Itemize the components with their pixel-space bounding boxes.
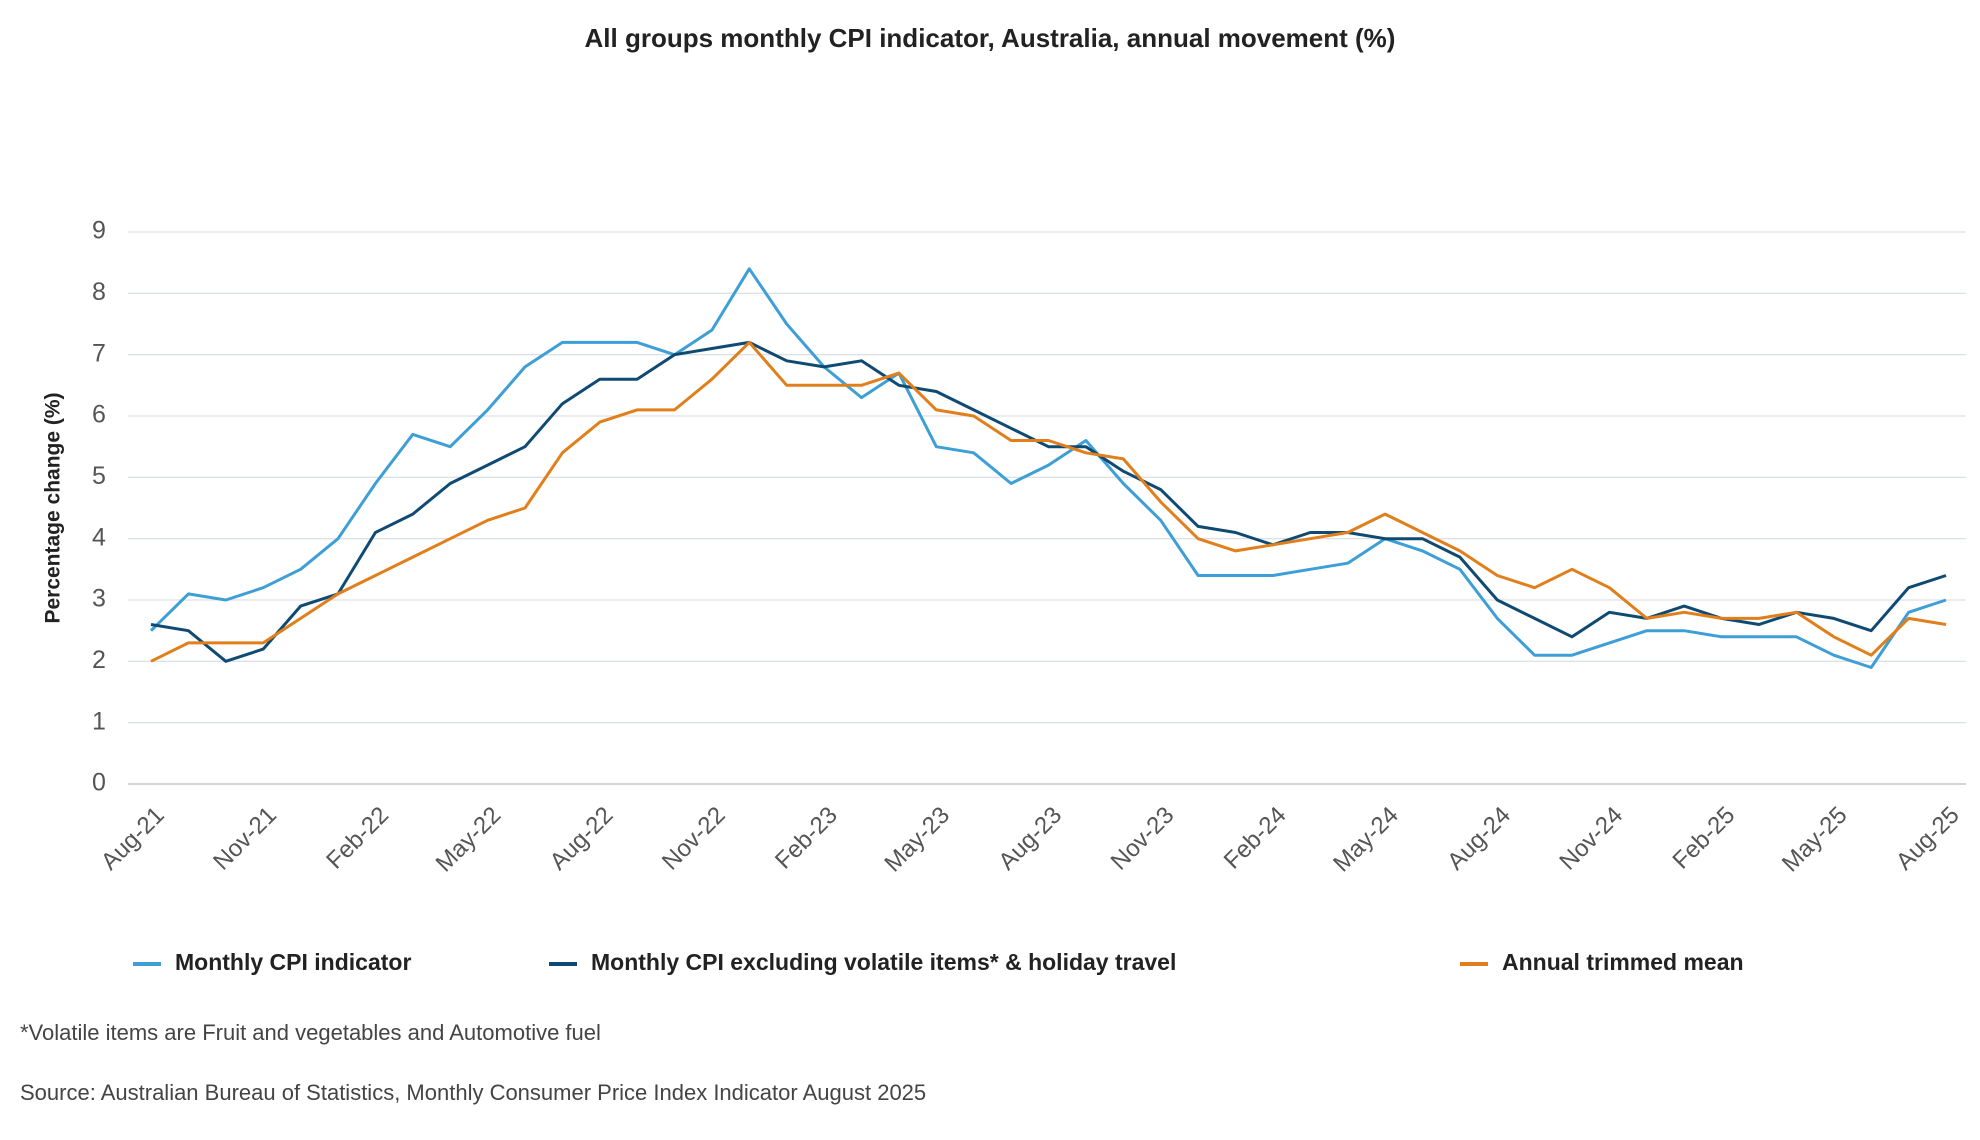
x-tick-label: May-23	[879, 802, 955, 878]
x-tick-label: Feb-24	[1219, 802, 1292, 875]
x-tick-label: May-22	[431, 802, 507, 878]
x-tick-label: Nov-23	[1106, 802, 1180, 876]
x-tick-label: Aug-22	[545, 802, 619, 876]
x-tick-label: Aug-24	[1442, 802, 1516, 876]
x-tick-label: Nov-24	[1554, 802, 1628, 876]
legend-label: Monthly CPI excluding volatile items* & …	[591, 949, 1176, 975]
series-line	[149, 267, 1947, 669]
x-tick-label: Aug-25	[1891, 802, 1965, 876]
x-tick-label: May-24	[1328, 802, 1404, 878]
x-tick-label: Aug-23	[993, 802, 1067, 876]
series-line	[150, 340, 1947, 663]
y-tick-label: 2	[92, 646, 106, 674]
x-tick-label: Feb-25	[1667, 802, 1740, 875]
x-tick-label: Nov-21	[208, 802, 282, 876]
y-tick-label: 7	[92, 339, 106, 367]
legend-label: Monthly CPI indicator	[175, 949, 411, 975]
y-tick-label: 5	[92, 462, 106, 490]
y-tick-label: 1	[92, 707, 106, 735]
y-tick-label: 9	[92, 217, 106, 245]
source: Source: Australian Bureau of Statistics,…	[20, 1080, 926, 1105]
y-tick-label: 3	[92, 585, 106, 613]
y-tick-label: 8	[92, 278, 106, 306]
y-tick-label: 4	[92, 523, 106, 551]
x-tick-label: Feb-22	[321, 802, 394, 875]
chart-title: All groups monthly CPI indicator, Austra…	[585, 23, 1396, 53]
y-tick-label: 6	[92, 401, 106, 429]
x-tick-label: Feb-23	[770, 802, 843, 875]
footnote: *Volatile items are Fruit and vegetables…	[20, 1020, 601, 1045]
x-tick-label: May-25	[1777, 802, 1853, 878]
y-tick-label: 0	[92, 769, 106, 797]
x-tick-label: Aug-21	[96, 802, 170, 876]
x-tick-label: Nov-22	[657, 802, 731, 876]
legend-label: Annual trimmed mean	[1502, 949, 1744, 975]
y-axis-label: Percentage change (%)	[42, 392, 65, 623]
